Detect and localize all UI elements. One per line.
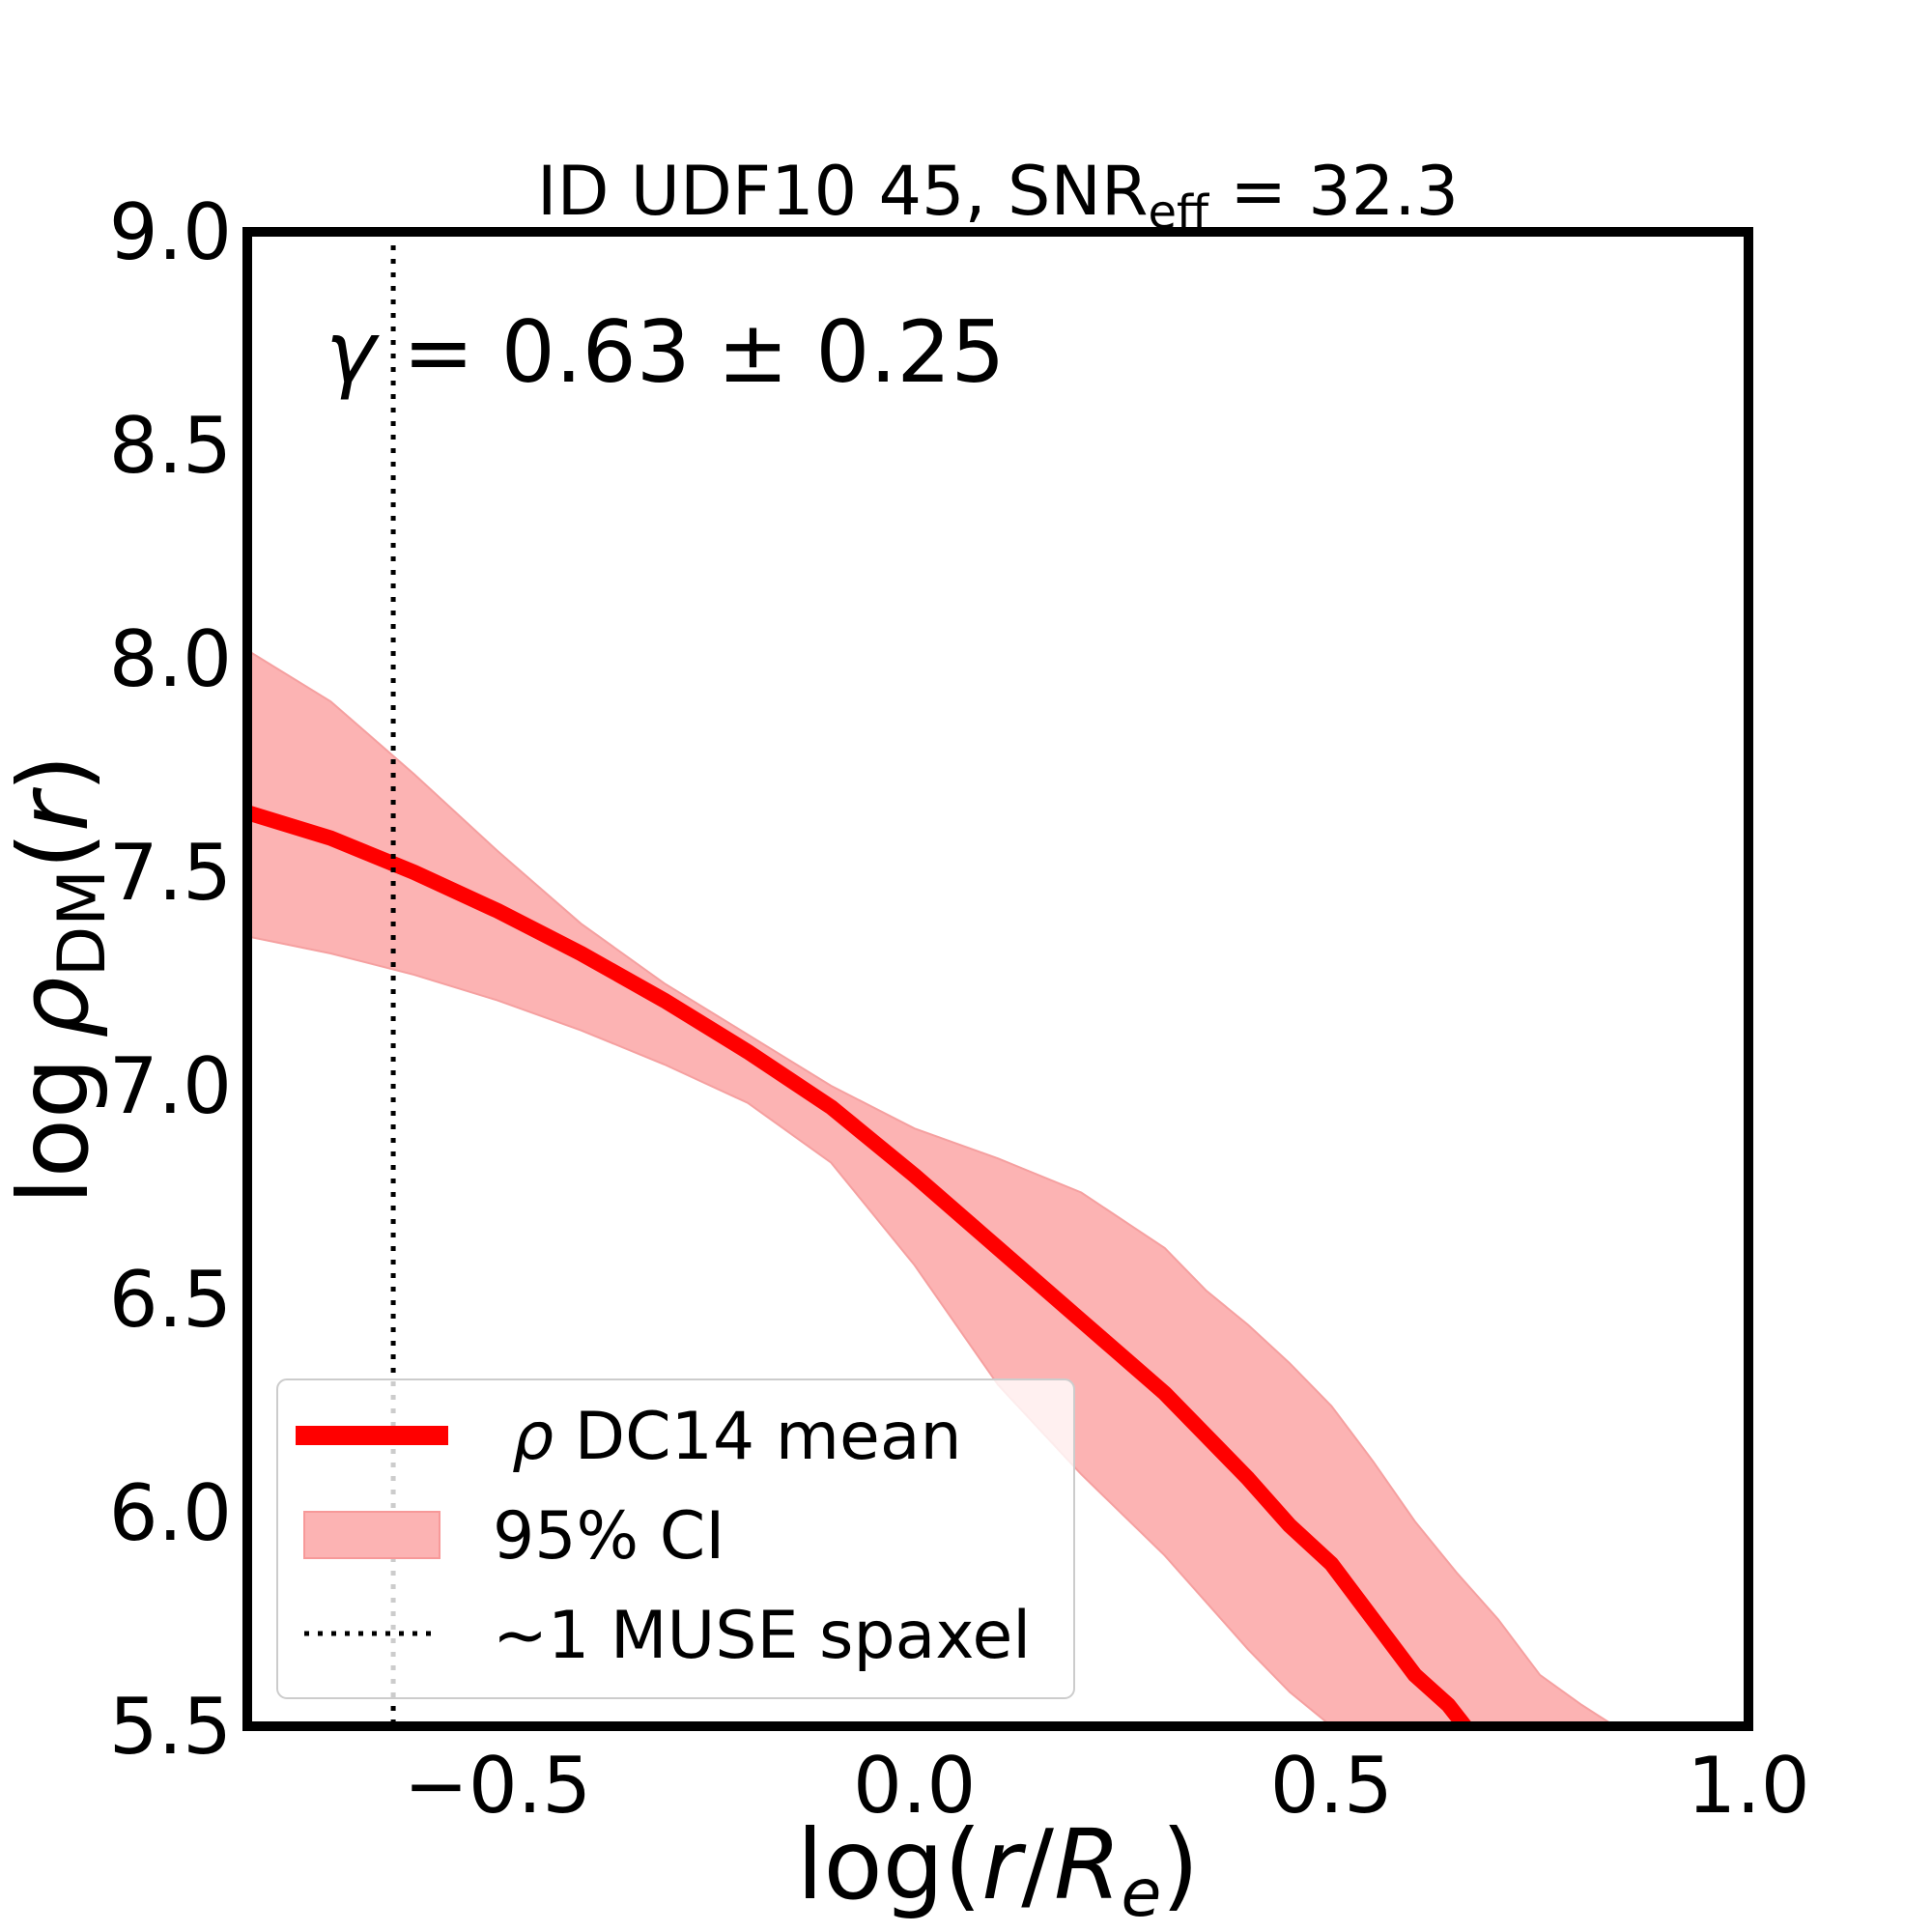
y-tick-label: 6.5 xyxy=(109,1255,232,1345)
title-suffix: = 32.3 xyxy=(1208,152,1459,231)
xlabel-slash: / xyxy=(1021,1808,1054,1921)
y-tick-labels: 5.5 6.0 6.5 7.0 7.5 8.0 8.5 9.0 xyxy=(109,187,232,1772)
ylabel-paren-open: ( xyxy=(0,832,110,869)
legend-frame xyxy=(276,1378,1075,1699)
xlabel-r: r xyxy=(981,1808,1027,1921)
gamma-value: = 0.63 ± 0.25 xyxy=(376,302,1005,402)
xlabel-prefix: log( xyxy=(797,1808,981,1921)
y-tick-label: 5.5 xyxy=(109,1682,232,1772)
mean-line-layer xyxy=(247,805,1471,1726)
title-subscript: eff xyxy=(1148,185,1209,240)
y-tick-label: 9.0 xyxy=(109,187,232,277)
y-tick-label: 7.5 xyxy=(109,828,232,918)
plot-frame xyxy=(242,227,1753,1731)
ylabel-rho: ρ xyxy=(0,977,110,1037)
y-tick-label: 7.0 xyxy=(109,1041,232,1131)
gamma-annotation: γ = 0.63 ± 0.25 xyxy=(326,302,1005,402)
x-tick-label: −0.5 xyxy=(404,1741,591,1831)
x-axis-label: log(r/Re) xyxy=(797,1808,1200,1932)
xlabel-R: R xyxy=(1054,1808,1121,1921)
xlabel-sub: e xyxy=(1121,1856,1161,1932)
x-tick-label: 1.0 xyxy=(1687,1741,1809,1831)
xlabel-suffix: ) xyxy=(1161,1808,1199,1921)
x-tick-labels: −0.5 0.0 0.5 1.0 xyxy=(404,1741,1810,1831)
chart-title: ID UDF10 45, SNReff = 32.3 xyxy=(537,152,1459,240)
legend-ci-swatch xyxy=(303,1511,440,1559)
x-tick-label: 0.5 xyxy=(1270,1741,1393,1831)
mean-line xyxy=(247,805,1471,1726)
x-tick-label: 0.0 xyxy=(853,1741,976,1831)
ylabel-paren-close: ) xyxy=(0,754,110,792)
legend-mean-text: DC14 mean xyxy=(554,1399,961,1475)
legend-spaxel-label: ~1 MUSE spaxel xyxy=(493,1598,1031,1674)
ylabel-r: r xyxy=(0,786,110,832)
title-prefix: ID UDF10 45, SNR xyxy=(537,152,1149,231)
y-tick-label: 8.5 xyxy=(109,401,232,491)
legend: ρ DC14 mean 95% CI ~1 MUSE spaxel xyxy=(276,1378,1075,1699)
legend-mean-label: ρ DC14 mean xyxy=(512,1399,962,1475)
gamma-symbol: γ xyxy=(326,302,380,402)
y-tick-label: 8.0 xyxy=(109,614,232,704)
y-tick-label: 6.0 xyxy=(109,1468,232,1558)
y-axis-label: log ρDM(r) xyxy=(0,754,121,1205)
ylabel-sub: DM xyxy=(44,869,121,977)
legend-ci-label: 95% CI xyxy=(493,1498,724,1575)
legend-mean-rho: ρ xyxy=(512,1399,554,1475)
ylabel-log: log xyxy=(0,1058,110,1205)
